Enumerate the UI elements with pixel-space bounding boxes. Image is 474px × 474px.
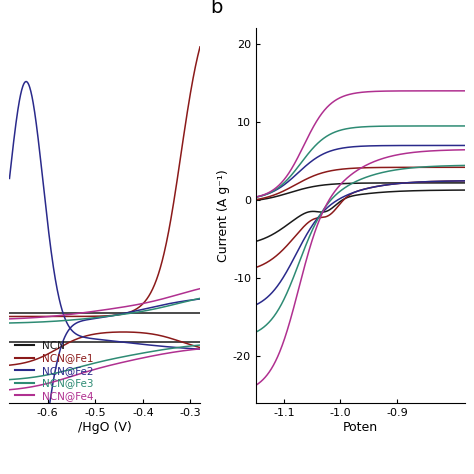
X-axis label: Poten: Poten [343,420,378,434]
Text: b: b [210,0,222,18]
X-axis label: /HgO (V): /HgO (V) [78,420,132,434]
Legend: NCN, NCN@Fe1, NCN@Fe2, NCN@Fe3, NCN@Fe4: NCN, NCN@Fe1, NCN@Fe2, NCN@Fe3, NCN@Fe4 [11,337,98,405]
Y-axis label: Current (A g⁻¹): Current (A g⁻¹) [217,169,230,262]
